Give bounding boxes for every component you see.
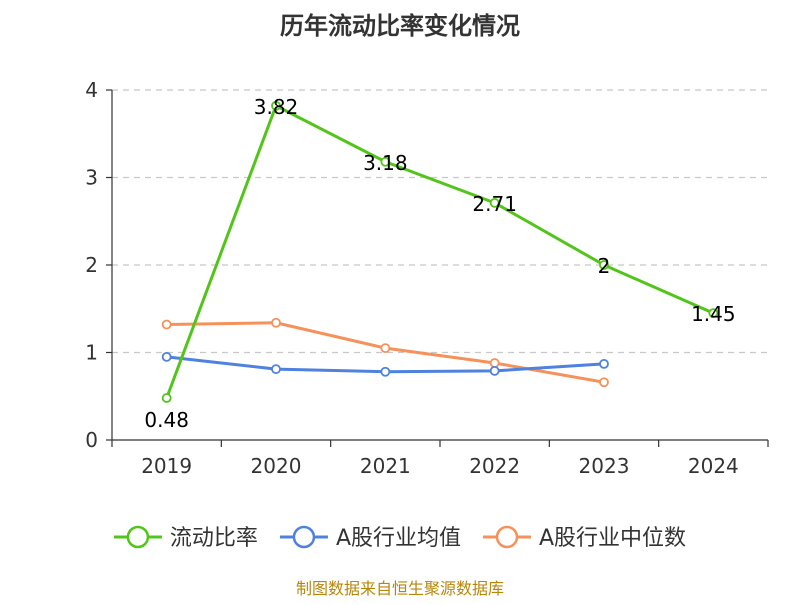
data-label: 2 xyxy=(598,254,611,278)
axis-layer: 0 1 2 3 4 2019 2020 2021 2022 2023 2024 xyxy=(85,78,769,478)
label-layer: 0.48 3.82 3.18 2.71 2 1.45 xyxy=(144,95,735,432)
data-point[interactable] xyxy=(271,317,281,328)
series-1 xyxy=(161,351,609,377)
legend-label: A股行业均值 xyxy=(336,526,461,551)
data-point[interactable] xyxy=(599,377,609,388)
legend-item-2[interactable]: A股行业中位数 xyxy=(483,525,686,551)
data-label: 0.48 xyxy=(144,408,189,432)
legend-item-1[interactable]: A股行业均值 xyxy=(279,525,461,551)
data-label: 3.18 xyxy=(363,151,408,175)
x-tick-label: 2020 xyxy=(251,454,302,478)
data-point[interactable] xyxy=(489,197,500,208)
y-tick-label: 1 xyxy=(85,341,98,365)
data-point[interactable] xyxy=(380,366,391,377)
legend-marker xyxy=(495,525,519,549)
grid-layer xyxy=(112,89,768,354)
y-tick-label: 4 xyxy=(85,78,98,102)
series-line xyxy=(165,104,715,400)
data-point[interactable] xyxy=(599,260,609,270)
series-0 xyxy=(161,100,719,403)
data-label: 3.82 xyxy=(254,95,299,119)
data-point[interactable] xyxy=(599,358,609,369)
data-point[interactable] xyxy=(708,308,719,319)
x-tick-label: 2023 xyxy=(579,454,630,478)
x-tick-label: 2024 xyxy=(688,454,739,478)
legend-marker xyxy=(126,525,150,549)
data-point[interactable] xyxy=(271,100,281,111)
data-point[interactable] xyxy=(380,156,391,167)
x-tick-label: 2019 xyxy=(141,454,192,478)
legend[interactable]: 流动比率 A股行业均值 A股行业中位数 xyxy=(113,525,686,551)
legend-item-0[interactable]: 流动比率 xyxy=(113,525,258,551)
chart-title: 历年流动比率变化情况 xyxy=(280,12,520,40)
data-point[interactable] xyxy=(161,393,172,403)
data-point[interactable] xyxy=(161,319,172,330)
x-tick-label: 2022 xyxy=(469,454,520,478)
legend-label: 流动比率 xyxy=(170,526,258,551)
y-tick-label: 3 xyxy=(85,166,98,190)
data-point[interactable] xyxy=(489,358,500,368)
data-point[interactable] xyxy=(271,364,281,375)
y-tick-label: 0 xyxy=(85,428,98,452)
data-point[interactable] xyxy=(489,365,500,376)
legend-label: A股行业中位数 xyxy=(539,526,686,551)
data-label: 2.71 xyxy=(472,192,517,216)
data-point[interactable] xyxy=(380,343,391,354)
series-layer xyxy=(161,100,719,403)
data-point[interactable] xyxy=(161,351,172,362)
data-label: 1.45 xyxy=(691,302,736,326)
y-tick-label: 2 xyxy=(85,253,98,277)
x-tick-label: 2021 xyxy=(360,454,411,478)
source-note: 制图数据来自恒生聚源数据库 xyxy=(296,579,504,598)
legend-marker xyxy=(292,525,316,549)
